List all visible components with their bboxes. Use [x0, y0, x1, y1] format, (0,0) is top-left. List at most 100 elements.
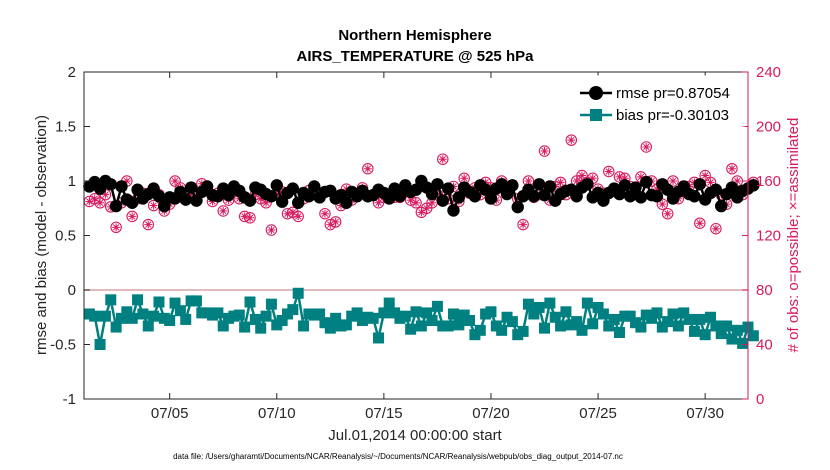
obs-possible-point: [565, 134, 578, 146]
rmse-point: [436, 194, 449, 207]
obs-assimilated-point: [112, 223, 121, 232]
obs-possible-point: [667, 175, 679, 187]
bias-point: [126, 312, 138, 324]
rmse-point: [709, 183, 723, 196]
obs-assimilated-point: [122, 177, 131, 185]
obs-assimilated-point: [320, 209, 329, 218]
bias-point: [340, 319, 352, 331]
bias-point: [233, 309, 245, 321]
bias-point: [726, 333, 738, 345]
rmse-point: [179, 193, 192, 206]
bias-point: [373, 332, 385, 344]
obs-assimilated-point: [406, 196, 415, 205]
obs-assimilated-point: [251, 190, 260, 199]
obs-assimilated-point: [288, 208, 297, 217]
rmse-point: [452, 191, 466, 204]
y-left-tick-label: -0.5: [50, 337, 76, 354]
y-left-tick-label: 1.5: [55, 119, 76, 136]
bias-point: [715, 328, 727, 340]
obs-assimilated-point: [187, 190, 196, 199]
bias-point: [672, 320, 684, 332]
obs-assimilated-point: [727, 164, 736, 173]
chart-title: Northern Hemisphere: [338, 27, 491, 44]
obs-possible-point: [437, 153, 449, 165]
obs-assimilated-point: [171, 177, 180, 185]
obs-assimilated-point: [363, 164, 372, 173]
rmse-point: [715, 199, 728, 213]
bias-point: [314, 308, 326, 320]
bias-point: [662, 316, 674, 328]
bias-point: [276, 315, 288, 327]
obs-assimilated-point: [556, 178, 565, 187]
x-tick-label: 07/25: [579, 405, 617, 422]
obs-assimilated-point: [572, 177, 581, 185]
bias-point: [426, 315, 438, 327]
bias-point: [747, 330, 759, 342]
bias-point: [399, 310, 411, 322]
bias-point: [522, 298, 534, 310]
rmse-point: [184, 181, 198, 194]
bias-point: [528, 308, 540, 320]
obs-assimilated-point: [283, 209, 292, 218]
bias-point: [421, 307, 433, 319]
bias-point: [678, 307, 690, 319]
rmse-point: [747, 179, 760, 192]
rmse-point: [581, 178, 594, 191]
rmse-point: [634, 191, 648, 204]
rmse-point: [441, 182, 455, 195]
obs-assimilated-point: [208, 197, 217, 206]
obs-assimilated-point: [267, 226, 276, 235]
obs-assimilated-point: [711, 224, 720, 233]
bias-point: [431, 300, 443, 312]
obs-possible-point: [694, 217, 706, 229]
bias-point: [89, 310, 101, 322]
rmse-point: [104, 178, 117, 191]
x-tick-label: 07/20: [472, 405, 510, 422]
bias-point: [549, 311, 561, 323]
legend-rmse-marker: [589, 86, 603, 100]
rmse-point: [291, 196, 305, 209]
x-axis-label: Jul.01,2014 00:00:00 start: [328, 427, 502, 444]
rmse-point: [725, 181, 739, 194]
bias-point: [474, 324, 486, 336]
y-right-tick-label: 120: [756, 228, 781, 245]
obs-assimilated-point: [695, 219, 704, 228]
bias-point: [624, 310, 636, 322]
y-left-tick-label: 0.5: [55, 228, 76, 245]
bias-point: [517, 325, 529, 337]
bias-point: [544, 297, 556, 309]
obs-possible-point: [726, 162, 738, 175]
obs-assimilated-point: [422, 204, 431, 213]
obs-assimilated-point: [642, 142, 651, 151]
bias-point: [137, 308, 149, 320]
bias-point: [351, 307, 363, 319]
rmse-point: [506, 179, 519, 192]
bias-point: [597, 308, 609, 320]
obs-possible-point: [603, 165, 615, 178]
bias-point: [464, 315, 476, 327]
bias-point: [496, 324, 508, 336]
rmse-point: [688, 190, 701, 203]
obs-assimilated-point: [438, 155, 447, 164]
bias-point: [651, 307, 663, 319]
rmse-point: [308, 180, 321, 193]
bias-point: [710, 320, 722, 332]
rmse-point: [302, 190, 316, 203]
bias-point: [298, 320, 310, 332]
rmse-point: [109, 199, 123, 213]
obs-possible-point: [110, 221, 122, 234]
obs-assimilated-point: [588, 174, 597, 183]
bias-point: [239, 321, 251, 333]
bias-point: [99, 310, 111, 322]
obs-assimilated-point: [219, 206, 228, 215]
obs-assimilated-point: [701, 171, 710, 180]
rmse-point: [650, 190, 664, 203]
bias-point: [265, 298, 277, 310]
y-left-tick-label: 0: [68, 282, 76, 299]
legend-bias-label: bias pr=-0.30103: [616, 107, 729, 124]
rmse-point: [270, 179, 283, 192]
rmse-point: [468, 190, 482, 203]
obs-possible-point: [94, 197, 106, 209]
bias-point: [613, 327, 625, 339]
rmse-point: [340, 196, 353, 209]
